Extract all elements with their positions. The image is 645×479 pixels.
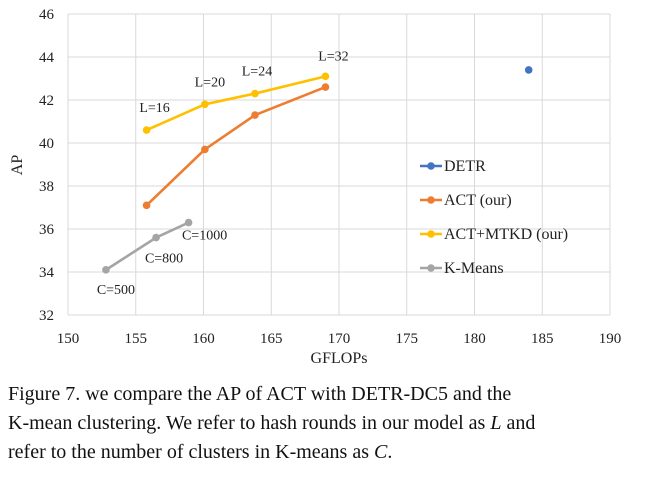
- caption-line-3-end: .: [387, 441, 393, 463]
- x-tick-label: 185: [531, 331, 554, 347]
- point-label: L=16: [139, 101, 169, 116]
- chart: 32 34 36 38 40 42 44 46 150 155 160 165 170 175 180 185…: [9, 7, 621, 367]
- x-tick-label: 155: [125, 331, 148, 347]
- caption-line-3-text: refer to the number of clusters in K-mea…: [8, 441, 374, 463]
- figure-caption: Figure 7. we compare the AP of ACT with …: [8, 380, 638, 467]
- legend-swatch-marker: [427, 196, 435, 204]
- legend-label: DETR: [444, 158, 486, 175]
- data-point: [184, 218, 193, 227]
- data-point: [321, 83, 330, 91]
- legend-swatch-marker: [427, 264, 435, 272]
- tick-labels: 32 34 36 38 40 42 44 46 150 155 160 165 170 175 180 185…: [39, 7, 621, 347]
- y-tick-label: 46: [39, 7, 55, 23]
- y-tick-label: 32: [39, 308, 54, 324]
- x-tick-label: 160: [192, 331, 215, 347]
- point-label: L=20: [195, 75, 225, 90]
- data-point: [152, 233, 160, 242]
- caption-variable-c: C: [374, 441, 388, 463]
- data-point: [321, 72, 330, 81]
- caption-line-3: refer to the number of clusters in K-mea…: [8, 438, 638, 467]
- data-point: [142, 201, 151, 210]
- legend-label: ACT+MTKD (our): [444, 226, 568, 243]
- x-tick-label: 175: [396, 331, 419, 347]
- x-tick-label: 170: [328, 331, 351, 347]
- data-point: [201, 100, 209, 109]
- point-annotations: L=16 L=20 L=24 L=32 C=500 C=800 C=1000: [97, 49, 349, 298]
- y-axis-title: AP: [9, 155, 26, 176]
- y-tick-label: 38: [39, 179, 54, 195]
- data-point: [201, 145, 209, 154]
- point-label: C=800: [145, 252, 183, 267]
- legend: DETR ACT (our) ACT+MTKD (our) K-Means: [420, 158, 568, 277]
- point-label: C=500: [97, 283, 135, 298]
- x-tick-label: 165: [260, 331, 283, 347]
- y-tick-label: 40: [39, 136, 54, 152]
- legend-label: K-Means: [444, 260, 504, 277]
- data-point: [251, 89, 259, 98]
- x-tick-label: 190: [599, 331, 622, 347]
- y-tick-label: 34: [39, 265, 55, 281]
- series-line: [145, 85, 326, 207]
- data-point: [102, 266, 110, 274]
- caption-line-2: K-mean clustering. We refer to hash roun…: [8, 409, 638, 438]
- grid-lines: [67, 13, 611, 316]
- x-axis-title: GFLOPs: [311, 350, 368, 367]
- series-lines: [102, 66, 533, 274]
- y-tick-label: 42: [39, 93, 54, 109]
- legend-swatch-marker: [427, 162, 435, 170]
- series-line: [146, 75, 326, 132]
- caption-variable-l: L: [490, 412, 502, 434]
- data-point: [524, 66, 533, 74]
- legend-swatch-marker: [427, 230, 435, 238]
- caption-line-1: Figure 7. we compare the AP of ACT with …: [8, 383, 512, 405]
- legend-label: ACT (our): [444, 192, 512, 209]
- caption-line-2-end: and: [501, 412, 536, 434]
- y-tick-label: 44: [39, 50, 55, 66]
- caption-line-2-text: K-mean clustering. We refer to hash roun…: [8, 412, 491, 434]
- data-point: [142, 126, 151, 134]
- y-tick-label: 36: [39, 222, 55, 238]
- point-label: L=24: [242, 65, 272, 80]
- data-point: [251, 111, 259, 119]
- point-label: L=32: [318, 49, 348, 64]
- x-tick-label: 150: [57, 331, 80, 347]
- x-tick-label: 180: [463, 331, 486, 347]
- point-label: C=1000: [182, 229, 227, 244]
